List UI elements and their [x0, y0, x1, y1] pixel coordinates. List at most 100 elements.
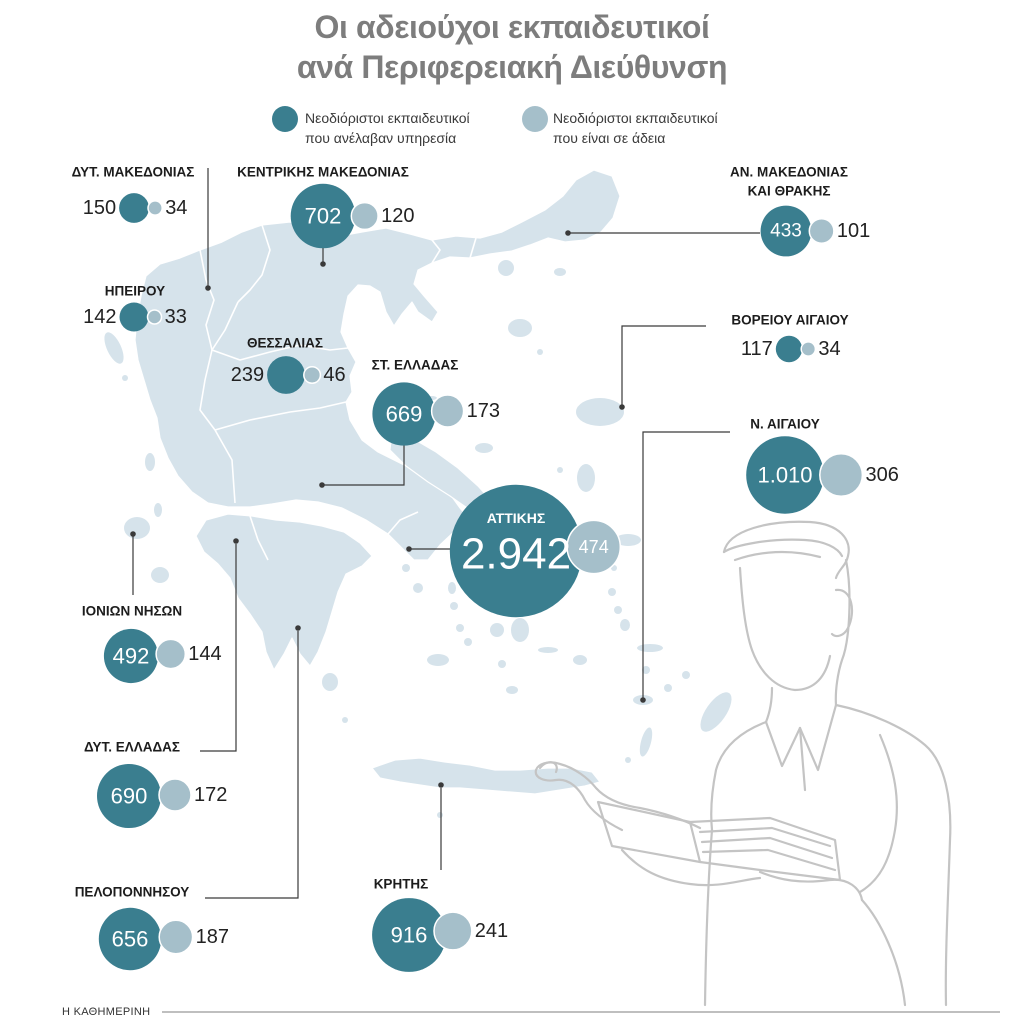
leader-line: [200, 544, 237, 752]
region-group: ΑΤΤΙΚΗΣ 2.942 474: [406, 484, 622, 618]
leader-dot: [295, 625, 301, 631]
peloponnese-shape: [195, 513, 373, 671]
illustration-stroke: [834, 558, 851, 707]
leader-dot: [130, 531, 136, 537]
region-border-line: [214, 401, 347, 431]
value-active: 433: [770, 221, 802, 242]
island-shape: [511, 618, 529, 642]
bubble-active: [290, 183, 356, 249]
illustration-stroke: [688, 816, 842, 882]
region-label: ΔΥΤ. ΕΛΛΑΔΑΣ: [84, 740, 180, 755]
illustration-stroke: [764, 720, 802, 768]
value-on-leave: 101: [837, 220, 870, 242]
region-border-line: [199, 349, 216, 431]
region-group: ΚΕΝΤΡΙΚΗΣ ΜΑΚΕΔΟΝΙΑΣ 702 120: [237, 165, 414, 267]
region-label: ΑΝ. ΜΑΚΕΔΟΝΙΑΣ: [730, 165, 848, 180]
island-shape: [508, 319, 532, 337]
bubble-active: [267, 356, 305, 394]
bubble-on-leave: [819, 452, 864, 498]
island-shape: [506, 686, 518, 694]
region-label: ΠΕΛΟΠΟΝΝΗΣΟΥ: [75, 885, 190, 900]
bubble-on-leave: [146, 309, 163, 325]
bubble-active: [746, 436, 824, 514]
bubble-on-leave: [147, 200, 163, 216]
bubble-active: [97, 764, 161, 828]
island-shape: [448, 582, 456, 594]
illustration-stroke: [860, 898, 907, 1007]
illustration-stroke: [764, 686, 774, 724]
island-shape: [402, 564, 410, 572]
leader-dot: [438, 782, 444, 788]
leader-dot: [320, 261, 326, 267]
island-shape: [475, 443, 493, 453]
illustration-stroke: [698, 826, 832, 848]
illustration-stroke: [710, 720, 768, 832]
island-shape: [498, 660, 506, 668]
island-shape: [557, 467, 563, 473]
leader-dot: [406, 546, 412, 552]
bubble-on-leave: [155, 638, 187, 670]
region-group: ΔΥΤ. ΜΑΚΕΔΟΝΙΑΣ 150 34: [72, 165, 211, 291]
value-active: 239: [231, 364, 264, 386]
island-shape: [608, 588, 616, 596]
island-shape: [124, 517, 150, 539]
value-active: 142: [83, 306, 116, 328]
region-group: ΚΡΗΤΗΣ 916 241: [372, 782, 508, 972]
bubble-on-leave: [430, 394, 465, 428]
greece-map: [104, 169, 732, 818]
illustration-stroke: [538, 761, 558, 774]
island-shape: [151, 567, 169, 583]
island-shape: [322, 673, 338, 691]
island-shape: [664, 684, 672, 692]
island-shape: [104, 332, 124, 364]
bubble-active: [98, 907, 162, 971]
value-on-leave: 34: [165, 197, 187, 219]
illustration-stroke: [738, 566, 832, 692]
value-active: 1.010: [757, 463, 812, 488]
value-on-leave: 474: [579, 537, 609, 557]
region-border-line: [214, 429, 236, 504]
legend: Νεοδιόριστοι εκπαιδευτικοί που ανέλαβαν …: [272, 106, 718, 146]
value-on-leave: 46: [323, 364, 345, 386]
region-label: ΑΤΤΙΚΗΣ: [487, 510, 546, 526]
island-shape: [342, 717, 348, 723]
island-shape: [576, 398, 624, 426]
region-group: ΠΕΛΟΠΟΝΝΗΣΟΥ 656 187: [75, 625, 301, 971]
bubble-on-leave: [566, 519, 622, 575]
value-active: 916: [391, 923, 428, 948]
region-group: ΘΕΣΣΑΛΙΑΣ 239 46: [231, 336, 346, 394]
region-group: ΣΤ. ΕΛΛΑΔΑΣ 669 173: [319, 358, 500, 488]
region-label: ΒΟΡΕΙΟΥ ΑΙΓΑΙΟΥ: [731, 313, 848, 328]
value-active: 656: [112, 927, 149, 952]
illustration-stroke: [722, 538, 844, 558]
mainland-shape: [134, 169, 621, 561]
island-shape: [427, 654, 449, 666]
island-shape: [537, 349, 543, 355]
region-label: ΙΟΝΙΩΝ ΝΗΣΩΝ: [82, 604, 182, 619]
leader-dot: [619, 404, 625, 410]
illustration-stroke: [834, 703, 952, 1007]
teacher-reading-illustration: [534, 520, 952, 1007]
bubble-active: [775, 335, 803, 363]
value-on-leave: 306: [866, 464, 899, 486]
legend-active-line-1: Νεοδιόριστοι εκπαιδευτικοί: [305, 110, 470, 126]
illustration-stroke: [722, 520, 850, 580]
bubble-on-leave: [350, 201, 379, 231]
island-shape: [700, 692, 732, 732]
bubble-on-leave: [158, 778, 192, 812]
island-shape: [538, 647, 558, 653]
island-shape: [437, 812, 443, 818]
value-active: 150: [83, 197, 116, 219]
leader-dot: [319, 482, 325, 488]
bubble-on-leave: [800, 341, 817, 357]
bubble-active: [372, 898, 446, 972]
island-shape: [573, 655, 587, 665]
region-group: ΑΝ. ΜΑΚΕΔΟΝΙΑΣ ΚΑΙ ΘΡΑΚΗΣ 433 101: [565, 165, 870, 257]
island-shape: [625, 757, 631, 763]
region-border-line: [387, 511, 419, 535]
value-on-leave: 187: [196, 926, 229, 948]
bubble-active: [119, 302, 149, 332]
value-on-leave: 33: [165, 306, 187, 328]
regions-layer: ΔΥΤ. ΜΑΚΕΔΟΝΙΑΣ 150 34 ΚΕΝΤΡΙΚΗΣ ΜΑΚΕΔΟΝΙΑΣ…: [72, 165, 899, 972]
title-line-1: Οι αδειούχοι εκπαιδευτικοί: [314, 9, 709, 45]
